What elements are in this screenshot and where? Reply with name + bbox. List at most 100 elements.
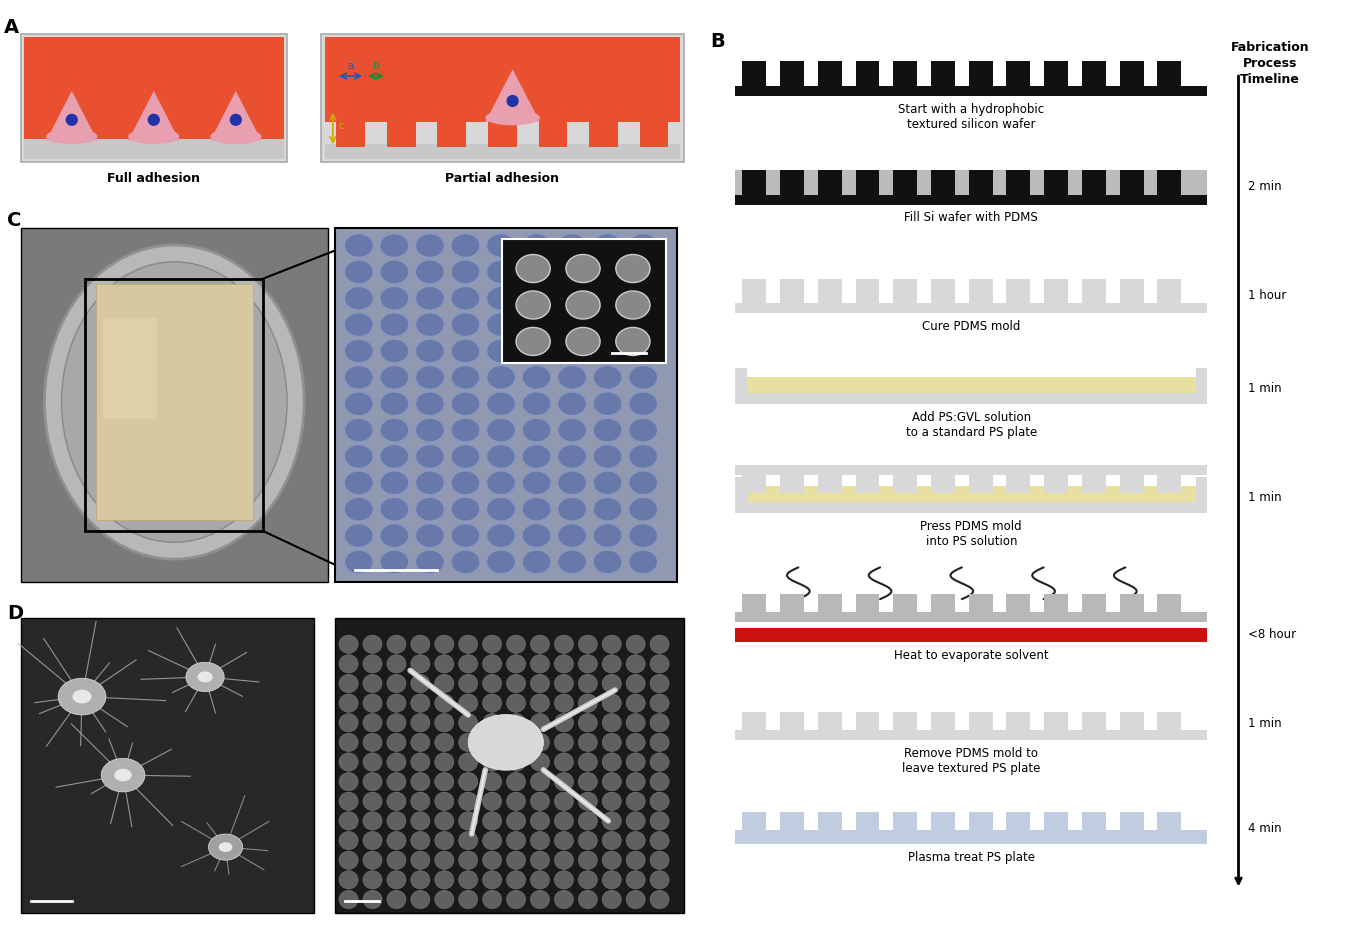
Bar xyxy=(781,279,804,304)
Circle shape xyxy=(483,674,502,693)
Bar xyxy=(735,627,1207,642)
Bar xyxy=(103,318,157,419)
Circle shape xyxy=(339,713,358,732)
Circle shape xyxy=(380,471,409,495)
Circle shape xyxy=(410,713,431,732)
Text: 1 min: 1 min xyxy=(1248,717,1281,730)
Circle shape xyxy=(578,654,597,673)
Bar xyxy=(735,502,1207,513)
Circle shape xyxy=(364,792,383,811)
Bar xyxy=(742,61,767,86)
Bar xyxy=(1158,170,1181,194)
Circle shape xyxy=(593,445,622,468)
Circle shape xyxy=(522,550,551,574)
Circle shape xyxy=(530,851,550,870)
Circle shape xyxy=(593,286,622,310)
Circle shape xyxy=(339,890,358,909)
Bar xyxy=(931,61,956,86)
Circle shape xyxy=(555,831,574,850)
Circle shape xyxy=(558,234,586,257)
Bar xyxy=(969,61,992,86)
Circle shape xyxy=(487,418,515,442)
Circle shape xyxy=(530,772,550,791)
Circle shape xyxy=(617,291,651,319)
Text: Fill Si wafer with PDMS: Fill Si wafer with PDMS xyxy=(905,211,1038,224)
Circle shape xyxy=(578,870,597,889)
Polygon shape xyxy=(211,91,261,141)
Circle shape xyxy=(629,366,658,389)
Circle shape xyxy=(651,772,670,791)
Circle shape xyxy=(530,654,550,673)
Circle shape xyxy=(555,753,574,771)
Bar xyxy=(21,228,328,582)
Text: Start with a hydrophobic
textured silicon wafer: Start with a hydrophobic textured silico… xyxy=(898,103,1044,131)
Circle shape xyxy=(387,870,406,889)
Circle shape xyxy=(435,772,454,791)
Bar xyxy=(781,813,804,829)
Circle shape xyxy=(483,733,502,752)
Circle shape xyxy=(506,713,525,732)
Circle shape xyxy=(555,713,574,732)
Circle shape xyxy=(364,635,383,654)
Ellipse shape xyxy=(101,758,145,792)
Circle shape xyxy=(651,870,670,889)
Circle shape xyxy=(530,870,550,889)
Circle shape xyxy=(344,366,373,389)
Circle shape xyxy=(410,694,431,712)
Circle shape xyxy=(593,471,622,495)
Bar xyxy=(1081,475,1106,493)
Circle shape xyxy=(387,812,406,830)
Bar xyxy=(735,170,1207,205)
Circle shape xyxy=(416,497,444,521)
Bar xyxy=(893,712,917,729)
Circle shape xyxy=(451,286,480,310)
Bar xyxy=(1006,170,1031,194)
Circle shape xyxy=(558,497,586,521)
Bar xyxy=(735,465,1207,475)
Circle shape xyxy=(506,733,525,752)
Circle shape xyxy=(555,772,574,791)
Circle shape xyxy=(558,418,586,442)
Text: Remove PDMS mold to
leave textured PS plate: Remove PDMS mold to leave textured PS pl… xyxy=(902,746,1040,774)
Bar xyxy=(735,86,1207,95)
Circle shape xyxy=(410,733,431,752)
Bar xyxy=(335,618,684,913)
Bar xyxy=(742,279,767,304)
Text: Heat to evaporate solvent: Heat to evaporate solvent xyxy=(894,649,1048,662)
Circle shape xyxy=(416,286,444,310)
Bar xyxy=(1120,61,1144,86)
Circle shape xyxy=(555,733,574,752)
Circle shape xyxy=(487,234,515,257)
Text: Fabrication
Process
Timeline: Fabrication Process Timeline xyxy=(1230,41,1310,86)
Bar xyxy=(1120,712,1144,729)
Circle shape xyxy=(344,418,373,442)
Circle shape xyxy=(459,654,478,673)
Circle shape xyxy=(578,733,597,752)
Circle shape xyxy=(578,694,597,712)
Circle shape xyxy=(344,313,373,337)
Circle shape xyxy=(459,713,478,732)
Circle shape xyxy=(626,713,645,732)
Circle shape xyxy=(380,497,409,521)
Circle shape xyxy=(629,313,658,337)
Circle shape xyxy=(558,392,586,415)
Polygon shape xyxy=(46,91,97,141)
Circle shape xyxy=(651,733,670,752)
Circle shape xyxy=(603,654,622,673)
Circle shape xyxy=(506,831,525,850)
Circle shape xyxy=(435,654,454,673)
Bar xyxy=(893,595,917,611)
Circle shape xyxy=(483,890,502,909)
Ellipse shape xyxy=(59,678,107,715)
Circle shape xyxy=(435,674,454,693)
Circle shape xyxy=(651,890,670,909)
Circle shape xyxy=(451,260,480,283)
Circle shape xyxy=(416,524,444,547)
Bar xyxy=(742,595,767,611)
Ellipse shape xyxy=(208,834,243,860)
Ellipse shape xyxy=(485,109,540,125)
Bar xyxy=(781,61,804,86)
Circle shape xyxy=(603,694,622,712)
Circle shape xyxy=(435,635,454,654)
Circle shape xyxy=(380,313,409,337)
